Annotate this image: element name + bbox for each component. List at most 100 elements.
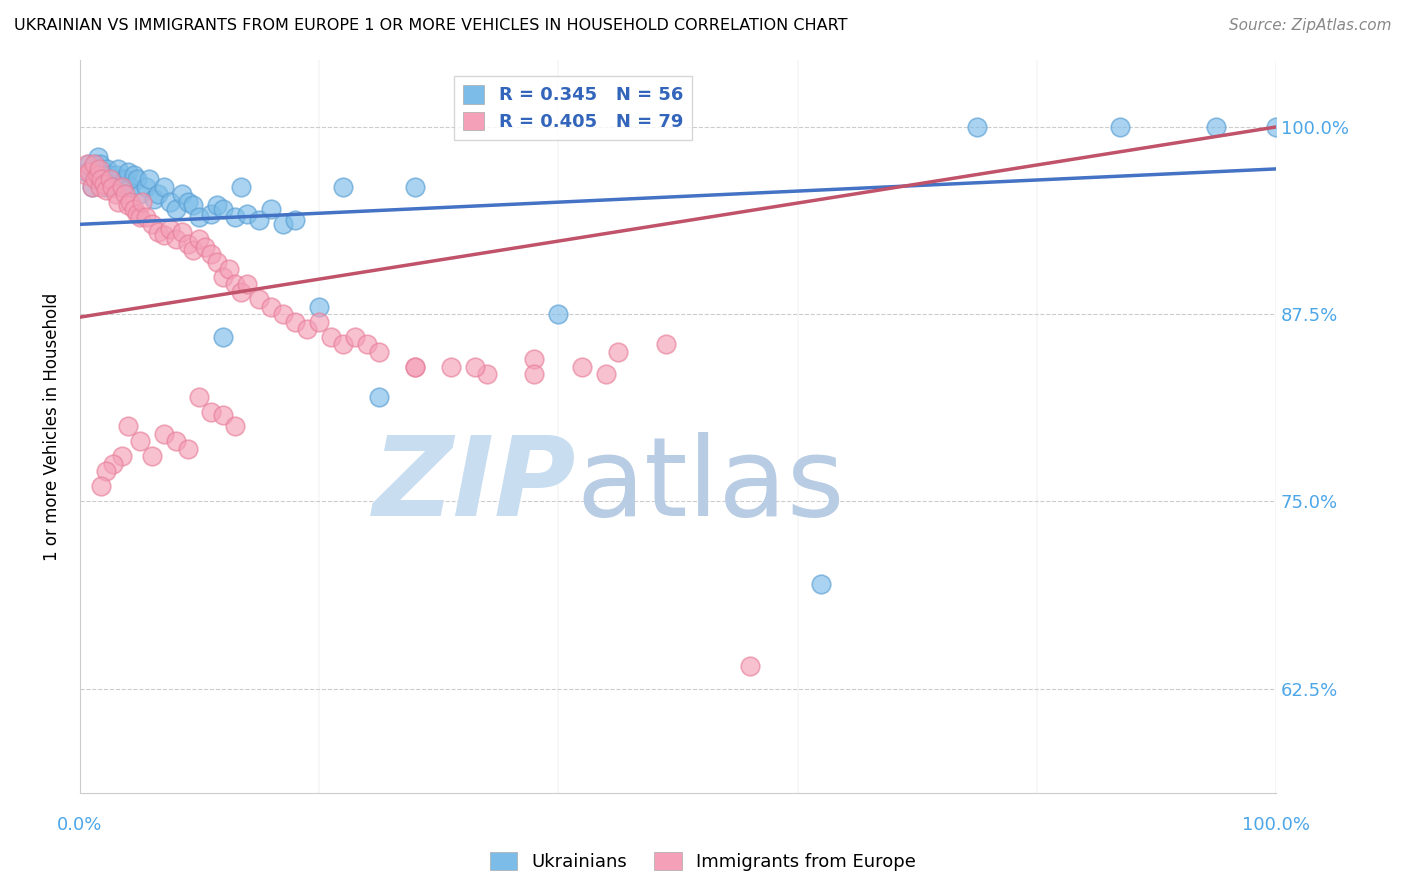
Point bbox=[404, 359, 426, 374]
Point bbox=[111, 450, 134, 464]
Point bbox=[141, 217, 163, 231]
Text: UKRAINIAN VS IMMIGRANTS FROM EUROPE 1 OR MORE VEHICLES IN HOUSEHOLD CORRELATION : UKRAINIAN VS IMMIGRANTS FROM EUROPE 1 OR… bbox=[14, 18, 848, 33]
Point bbox=[83, 157, 105, 171]
Point bbox=[547, 307, 569, 321]
Point bbox=[247, 292, 270, 306]
Point bbox=[188, 390, 211, 404]
Legend: Ukrainians, Immigrants from Europe: Ukrainians, Immigrants from Europe bbox=[482, 845, 924, 879]
Point bbox=[165, 232, 187, 246]
Point bbox=[523, 352, 546, 367]
Point bbox=[165, 434, 187, 449]
Point bbox=[176, 442, 198, 456]
Point bbox=[236, 207, 259, 221]
Point bbox=[135, 210, 157, 224]
Point bbox=[152, 180, 174, 194]
Text: 0.0%: 0.0% bbox=[58, 816, 103, 834]
Point bbox=[1109, 120, 1132, 134]
Point bbox=[107, 161, 129, 176]
Point bbox=[87, 168, 110, 182]
Point bbox=[114, 172, 136, 186]
Point bbox=[188, 210, 211, 224]
Point bbox=[128, 187, 150, 202]
Point bbox=[404, 180, 426, 194]
Point bbox=[135, 180, 157, 194]
Point bbox=[93, 168, 115, 182]
Point bbox=[231, 180, 253, 194]
Point bbox=[131, 194, 153, 209]
Point bbox=[271, 217, 294, 231]
Point bbox=[122, 168, 145, 182]
Point bbox=[738, 659, 761, 673]
Text: 100.0%: 100.0% bbox=[1241, 816, 1310, 834]
Point bbox=[75, 168, 97, 182]
Point bbox=[367, 344, 389, 359]
Point bbox=[165, 202, 187, 217]
Point bbox=[595, 367, 617, 381]
Point bbox=[75, 165, 97, 179]
Text: ZIP: ZIP bbox=[373, 432, 576, 539]
Point bbox=[117, 198, 139, 212]
Point bbox=[571, 359, 593, 374]
Point bbox=[224, 210, 246, 224]
Point bbox=[103, 180, 125, 194]
Point bbox=[80, 180, 103, 194]
Point bbox=[87, 161, 110, 176]
Point bbox=[152, 227, 174, 242]
Point bbox=[90, 172, 112, 186]
Point bbox=[104, 168, 127, 182]
Point bbox=[212, 202, 235, 217]
Point bbox=[212, 329, 235, 343]
Point bbox=[176, 236, 198, 251]
Point bbox=[101, 172, 124, 186]
Point bbox=[523, 367, 546, 381]
Point bbox=[159, 222, 181, 236]
Point bbox=[138, 172, 160, 186]
Point bbox=[98, 172, 121, 186]
Point bbox=[200, 207, 222, 221]
Point bbox=[295, 322, 318, 336]
Point bbox=[93, 177, 115, 191]
Point bbox=[367, 390, 389, 404]
Point bbox=[117, 165, 139, 179]
Point bbox=[170, 187, 193, 202]
Point bbox=[98, 168, 121, 182]
Point bbox=[260, 202, 283, 217]
Point bbox=[224, 277, 246, 292]
Point bbox=[284, 212, 307, 227]
Point bbox=[96, 464, 118, 478]
Point bbox=[284, 315, 307, 329]
Point bbox=[84, 157, 107, 171]
Point bbox=[114, 187, 136, 202]
Point bbox=[103, 457, 125, 471]
Point bbox=[655, 337, 678, 351]
Point bbox=[212, 269, 235, 284]
Point bbox=[224, 419, 246, 434]
Point bbox=[231, 285, 253, 299]
Point bbox=[87, 165, 110, 179]
Point bbox=[343, 329, 366, 343]
Point bbox=[122, 202, 145, 217]
Point bbox=[176, 194, 198, 209]
Point bbox=[332, 337, 354, 351]
Point bbox=[607, 344, 630, 359]
Point bbox=[218, 262, 240, 277]
Point bbox=[101, 180, 124, 194]
Point bbox=[120, 180, 142, 194]
Point bbox=[188, 232, 211, 246]
Point bbox=[207, 254, 229, 268]
Point bbox=[207, 198, 229, 212]
Point bbox=[111, 180, 134, 194]
Point bbox=[183, 243, 205, 257]
Point bbox=[159, 194, 181, 209]
Point bbox=[308, 300, 330, 314]
Point bbox=[1205, 120, 1227, 134]
Point bbox=[146, 225, 169, 239]
Point bbox=[404, 359, 426, 374]
Point bbox=[117, 419, 139, 434]
Point bbox=[87, 150, 110, 164]
Point bbox=[79, 157, 101, 171]
Point bbox=[236, 277, 259, 292]
Legend: R = 0.345   N = 56, R = 0.405   N = 79: R = 0.345 N = 56, R = 0.405 N = 79 bbox=[454, 76, 692, 140]
Point bbox=[89, 157, 111, 171]
Point bbox=[308, 315, 330, 329]
